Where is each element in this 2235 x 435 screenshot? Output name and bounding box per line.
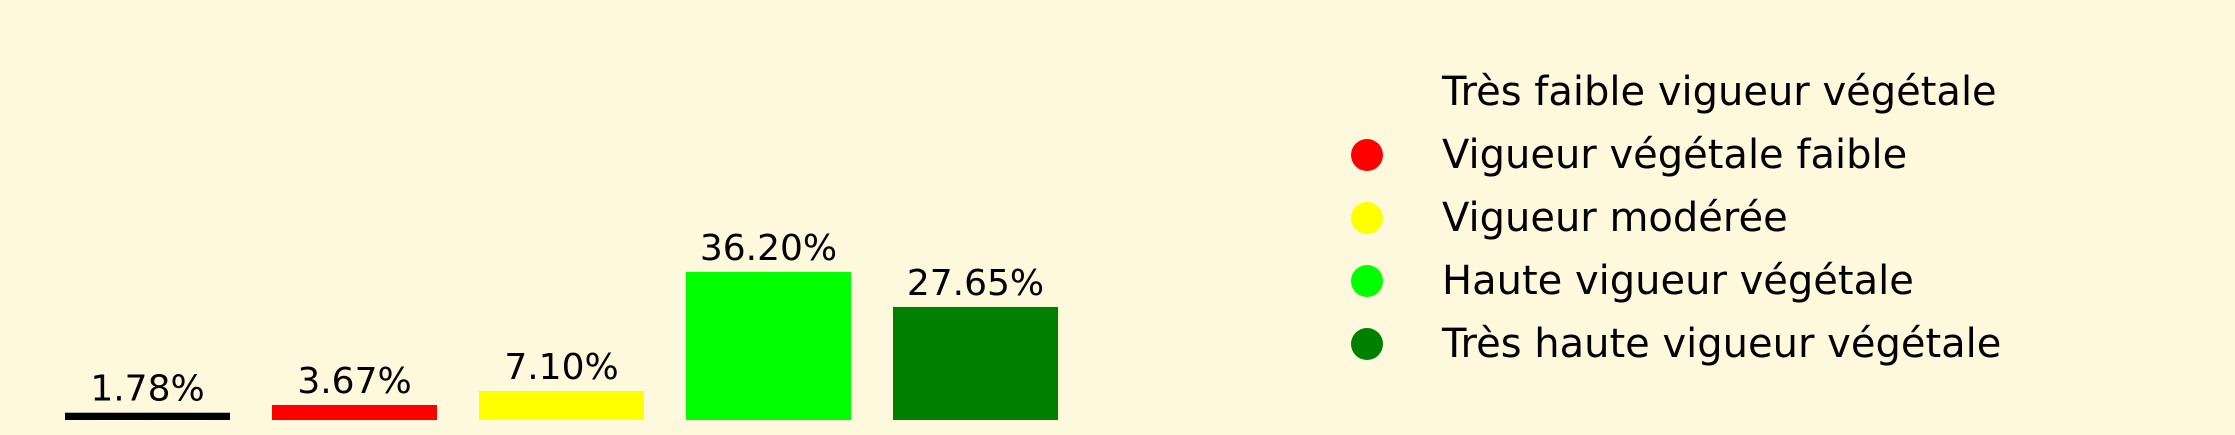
legend-marker-5: [1351, 328, 1383, 360]
legend-label-4: Haute vigueur végétale: [1442, 258, 1914, 304]
legend: Très faible vigueur végétale Vigueur végé…: [1351, 69, 2001, 367]
bar-value-label-4: 36.20%: [700, 228, 837, 269]
bar-1: [65, 412, 230, 420]
legend-marker-3: [1351, 202, 1383, 234]
bar-value-label-3: 7.10%: [504, 347, 618, 388]
bar-labels-group: 1.78% 3.67% 7.10% 36.20% 27.65%: [90, 228, 1044, 410]
bar-value-label-1: 1.78%: [90, 369, 204, 410]
bar-2: [272, 404, 437, 420]
legend-label-1: Très faible vigueur végétale: [1441, 69, 1997, 115]
bar-value-label-5: 27.65%: [907, 263, 1044, 304]
bar-4: [686, 272, 851, 420]
legend-marker-2: [1351, 139, 1383, 171]
bar-5: [893, 306, 1058, 420]
legend-label-5: Très haute vigueur végétale: [1441, 321, 2001, 367]
bar-3: [479, 390, 644, 420]
bar-value-label-2: 3.67%: [297, 361, 411, 402]
legend-marker-4: [1351, 265, 1383, 297]
legend-label-2: Vigueur végétale faible: [1442, 132, 1907, 178]
legend-label-3: Vigueur modérée: [1442, 195, 1788, 241]
bars-group: [65, 272, 1058, 420]
